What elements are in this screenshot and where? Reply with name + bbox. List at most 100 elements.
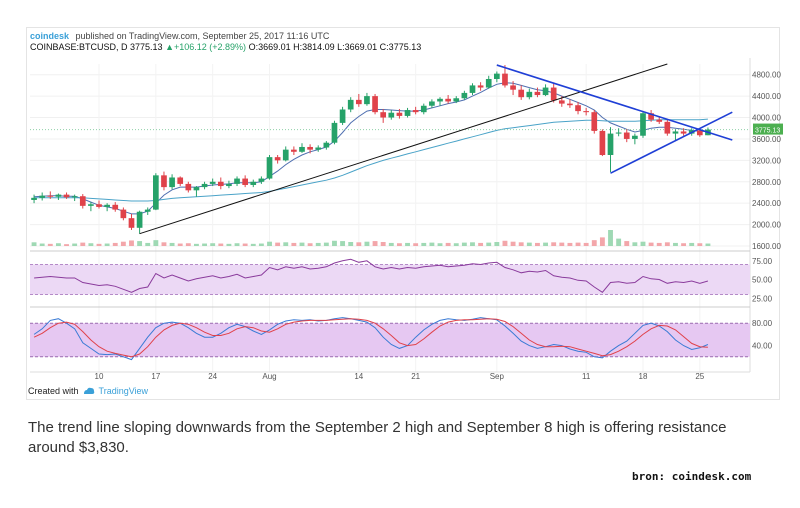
uptrend-line xyxy=(139,63,668,235)
volume-bar xyxy=(526,242,532,246)
candle-body xyxy=(274,157,281,161)
stoch-band xyxy=(30,323,750,357)
volume-bar xyxy=(405,242,410,246)
volume-bar xyxy=(421,242,427,246)
volume-bar xyxy=(624,241,630,246)
volume-bar xyxy=(137,241,143,246)
candle-body xyxy=(485,78,492,88)
volume-bar xyxy=(429,242,435,246)
candle-body xyxy=(388,112,395,118)
volume-bar xyxy=(47,243,53,246)
candle-body xyxy=(632,135,638,139)
volume-bar xyxy=(396,243,402,246)
last-price-marker-label: 3775.13 xyxy=(755,128,780,135)
volume-bar xyxy=(470,242,475,246)
last-price-marker xyxy=(753,123,783,135)
candle-body xyxy=(226,183,232,187)
volume-bar xyxy=(356,242,362,246)
volume-bar xyxy=(656,242,662,246)
volume-bar xyxy=(242,243,248,246)
time-tick-label: Aug xyxy=(262,372,276,381)
volume-bar xyxy=(258,243,264,246)
candle-body xyxy=(664,121,671,134)
volume-bar xyxy=(535,242,540,246)
candle-body xyxy=(696,130,703,136)
source-credit: bron: coindesk.com xyxy=(632,470,752,483)
rsi-line xyxy=(34,258,709,293)
volume-bar xyxy=(494,242,500,246)
time-tick-label: 14 xyxy=(354,372,363,381)
candle-body xyxy=(71,196,78,198)
candle-body xyxy=(323,142,330,148)
price-tick-label: 3600.00 xyxy=(752,135,781,144)
volume-bar xyxy=(177,243,183,246)
chart-header-top: coindesk published on TradingView.com, S… xyxy=(30,31,329,41)
candle-body xyxy=(510,85,516,90)
tradingview-cloud-icon xyxy=(83,387,94,394)
change-label: ▲+106.12 (+2.89%) xyxy=(165,42,247,52)
candle-body xyxy=(185,183,192,191)
volume-bar xyxy=(39,243,45,246)
candle-body xyxy=(672,131,679,134)
created-with: Created with TradingView xyxy=(28,386,148,396)
volume-bar xyxy=(380,242,386,246)
candle-body xyxy=(623,132,630,139)
candle-body xyxy=(558,100,565,104)
candle-body xyxy=(31,197,37,200)
volume-bar xyxy=(502,240,508,246)
volume-bar xyxy=(202,243,207,246)
candle-body xyxy=(47,195,54,197)
volume-bar xyxy=(218,243,224,246)
price-tick-label: 4800.00 xyxy=(752,71,781,80)
candle-body xyxy=(258,178,265,182)
triangle-lower-line xyxy=(610,111,733,174)
volume-bar xyxy=(664,242,670,246)
candle-body xyxy=(307,146,313,150)
time-tick-label: 11 xyxy=(582,372,591,381)
candle-body xyxy=(331,122,338,143)
stoch-d-line xyxy=(33,318,708,358)
volume-bar xyxy=(323,242,329,246)
volume-bar xyxy=(104,243,110,246)
volume-bar xyxy=(185,243,191,246)
candle-body xyxy=(502,73,508,86)
candle-body xyxy=(144,209,151,212)
volume-bar xyxy=(112,242,118,246)
chart-header-quote: COINBASE:BTCUSD, D 3775.13 ▲+106.12 (+2.… xyxy=(30,42,421,52)
candle-body xyxy=(128,218,135,228)
volume-bar xyxy=(194,243,199,246)
volume-bar xyxy=(453,243,459,246)
volume-bar xyxy=(445,242,451,246)
candle-body xyxy=(291,149,297,152)
volume-bar xyxy=(510,241,516,246)
symbol-label: COINBASE:BTCUSD, D xyxy=(30,42,128,52)
published-label: published on TradingView.com, September … xyxy=(75,31,330,41)
candle-body xyxy=(209,181,216,184)
volume-bar xyxy=(461,242,467,246)
volume-bar xyxy=(543,242,548,246)
volume-bar xyxy=(372,241,378,246)
time-tick-label: 17 xyxy=(151,372,160,381)
volume-bar xyxy=(705,243,711,246)
price-tick-label: 2800.00 xyxy=(752,178,781,187)
candle-body xyxy=(680,131,687,134)
candle-body xyxy=(112,204,119,210)
candle-body xyxy=(347,99,354,110)
candle-body xyxy=(567,103,573,106)
candle-body xyxy=(161,175,167,188)
candle-body xyxy=(136,211,143,228)
candle-body xyxy=(396,112,403,116)
candle-body xyxy=(420,105,427,113)
stoch-tick-label: 80.00 xyxy=(752,319,773,328)
candle-body xyxy=(282,149,289,161)
candle-body xyxy=(599,130,606,155)
candle-body xyxy=(534,91,541,96)
volume-bar xyxy=(689,242,695,246)
moving-average-fast xyxy=(34,82,708,215)
candle-body xyxy=(380,112,387,118)
volume-bar xyxy=(161,242,167,246)
price-tick-label: 4000.00 xyxy=(752,114,781,123)
time-tick-label: 24 xyxy=(208,372,217,381)
volume-bar xyxy=(64,244,69,246)
rsi-tick-label: 75.00 xyxy=(752,257,773,266)
